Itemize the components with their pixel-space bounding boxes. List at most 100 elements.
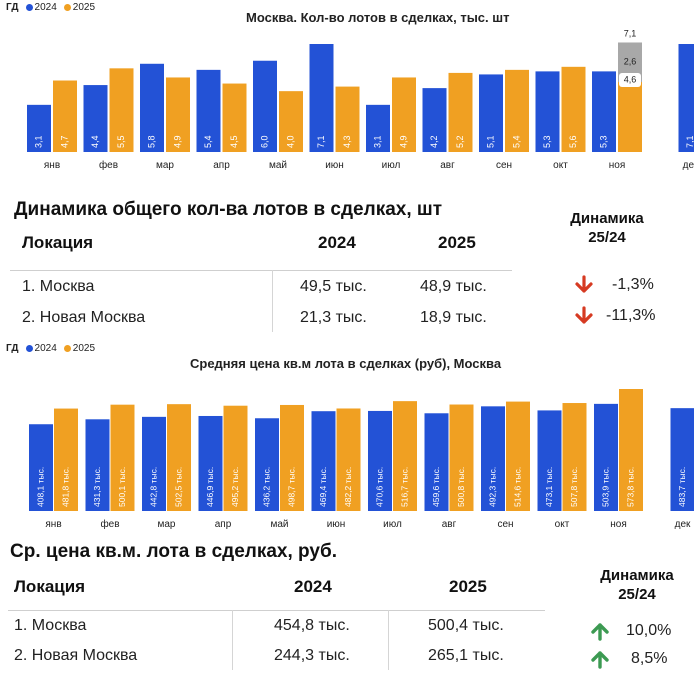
data-label-2024-янв: 3,1 xyxy=(33,135,43,148)
table1-row1-2025: 48,9 тыс. xyxy=(420,278,487,295)
bar-2025-июн xyxy=(336,408,361,511)
data-label-2024-авг: 459,6 тыс. xyxy=(431,467,441,507)
x-tick-label-окт: окт xyxy=(553,160,568,171)
bar-2025-сен xyxy=(505,69,529,152)
table2-row1-2025: 500,4 тыс. xyxy=(428,617,504,634)
data-label-2025-янв: 481,8 тыс. xyxy=(60,467,70,507)
bar-2024-фев xyxy=(85,419,110,511)
x-tick-label-май: май xyxy=(270,519,288,530)
data-label-2024-мар: 5,8 xyxy=(146,135,156,148)
data-label-2024-дек: 483,7 тыс. xyxy=(677,467,687,507)
bar-2025-ноя xyxy=(618,82,642,152)
chart2-plot: 408,1 тыс. 481,8 тыс. янв 431,3 тыс. 500,1 т… xyxy=(29,389,694,530)
bar-2024-мар xyxy=(142,416,166,511)
data-label-2025-май: 4,0 xyxy=(285,135,295,148)
legend-item-2024: 2024 xyxy=(25,2,57,13)
legend-dot-2024-icon xyxy=(25,4,33,11)
bar-2024-сен xyxy=(479,74,503,152)
forecast-label-diff: 2,6 xyxy=(624,57,637,67)
data-label-2025-апр: 495,2 тыс. xyxy=(230,467,240,507)
bar-2024-июл xyxy=(368,410,392,511)
arrow-up-icon xyxy=(591,623,609,641)
table1-head-2024: 2024 xyxy=(318,233,356,252)
table1-head-location: Локация xyxy=(22,233,94,252)
table2-row1-dynamics: 10,0% xyxy=(626,622,672,639)
legend-item-2025: 2025 xyxy=(63,2,96,13)
bar-2024-июл xyxy=(366,104,390,152)
table1-vsep-1 xyxy=(272,270,273,332)
data-label-2024-фев: 4,4 xyxy=(90,135,100,148)
data-label-2025-мар: 502,5 тыс. xyxy=(173,467,183,507)
data-label-2025-фев: 500,1 тыс. xyxy=(117,467,127,507)
data-label-2025-июл: 516,7 тыс. xyxy=(399,467,409,507)
bar-2024-май xyxy=(255,418,279,511)
bar-2024-окт xyxy=(535,71,560,152)
legend-dot-2025-icon xyxy=(63,4,71,11)
bar-2024-окт xyxy=(537,410,562,511)
legend-label-2025: 2025 xyxy=(72,2,96,13)
data-label-2024-апр: 446,9 тыс. xyxy=(205,467,215,507)
chart1-legend: ГД 2024 2025 xyxy=(6,2,95,13)
legend-label-2025: 2025 xyxy=(72,343,96,354)
bar-2025-янв xyxy=(53,80,77,152)
x-tick-label-янв: янв xyxy=(44,160,60,171)
table2-divider xyxy=(8,610,545,611)
data-label-2024-сен: 5,1 xyxy=(485,135,495,148)
bar-2025-апр xyxy=(222,83,247,152)
table2-row2-2024: 244,3 тыс. xyxy=(274,647,350,664)
data-label-2025-фев: 5,5 xyxy=(116,135,126,148)
chart1-plot: 3,1 4,7 янв 4,4 5,5 фев 5,8 4,9 мар 5,4 4,5 апр 6,0 4… xyxy=(27,28,694,171)
x-tick-label-июн: июн xyxy=(327,519,346,530)
data-label-2024-июл: 3,1 xyxy=(372,135,382,148)
table1-row1-location: 1. Москва xyxy=(22,278,95,295)
bar-2025-ноя xyxy=(619,389,643,511)
bar-2025-окт xyxy=(562,403,587,511)
bar-2025-июл xyxy=(392,77,416,152)
data-label-2024-авг: 4,2 xyxy=(429,135,439,148)
table2-head-2025: 2025 xyxy=(449,577,487,596)
table2-head-dynamics: Динамика 25/24 xyxy=(600,567,674,603)
legend-dot-2025-icon xyxy=(63,345,71,352)
bar-2025-авг xyxy=(448,72,473,152)
data-label-2024-ноя: 503,9 тыс. xyxy=(600,467,610,507)
legend-item-2025: 2025 xyxy=(63,343,96,354)
bar-2024-дек xyxy=(678,44,694,152)
table1-head-dynamics: Динамика 25/24 xyxy=(570,210,644,246)
table2-row2-2025: 265,1 тыс. xyxy=(428,647,504,664)
chart2-legend: ГД 2024 2025 xyxy=(6,343,95,354)
arrow-down-icon xyxy=(575,306,593,324)
bar-2024-сен xyxy=(481,406,505,511)
x-tick-label-дек: дек xyxy=(675,519,691,530)
x-tick-label-апр: апр xyxy=(213,160,230,171)
data-label-2025-авг: 5,2 xyxy=(455,135,465,148)
x-tick-label-авг: авг xyxy=(440,160,455,171)
table1-head-2025: 2025 xyxy=(438,233,476,252)
chart1-title: Москва. Кол-во лотов в сделках, тыс. шт xyxy=(246,10,510,25)
x-tick-label-май: май xyxy=(269,160,287,171)
arrow-down-icon xyxy=(575,275,593,293)
data-label-2025-окт: 507,8 тыс. xyxy=(569,467,579,507)
data-label-2025-окт: 5,6 xyxy=(568,135,578,148)
bar-2024-мар xyxy=(140,63,164,153)
legend-prefix: ГД xyxy=(6,343,19,354)
x-tick-label-сен: сен xyxy=(496,160,512,171)
data-label-2025-июл: 4,9 xyxy=(398,135,408,148)
table1-divider xyxy=(10,270,512,271)
bar-2024-янв xyxy=(29,424,53,511)
x-tick-label-мар: мар xyxy=(158,519,176,530)
x-tick-label-авг: авг xyxy=(442,519,457,530)
bar-2024-апр xyxy=(198,415,223,511)
data-label-2025-сен: 5,4 xyxy=(511,135,521,148)
data-label-2024-ноя: 5,3 xyxy=(598,135,608,148)
bar-2024-авг xyxy=(424,413,449,511)
bar-2024-дек xyxy=(670,408,694,511)
data-label-2024-окт: 5,3 xyxy=(542,135,552,148)
bar-2024-ноя xyxy=(592,71,616,152)
bar-2024-июн xyxy=(311,411,336,511)
x-tick-label-июл: июл xyxy=(383,519,402,530)
data-label-2024-дек: 7,1 xyxy=(685,135,694,148)
table1-row2-location: 2. Новая Москва xyxy=(22,309,146,326)
data-label-2025-авг: 500,8 тыс. xyxy=(456,467,466,507)
data-label-2024-июн: 469,4 тыс. xyxy=(318,467,328,507)
data-label-2025-янв: 4,7 xyxy=(59,135,69,148)
